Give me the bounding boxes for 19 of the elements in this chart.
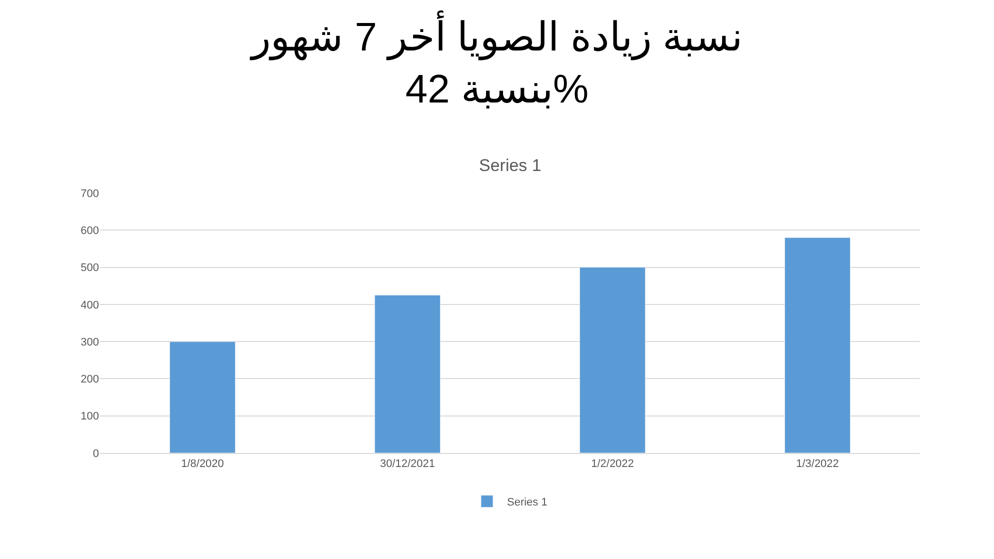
bar [784,237,851,453]
legend-label: Series 1 [507,496,548,509]
y-tick-label: 0 [92,448,99,460]
y-tick-label: 100 [80,410,99,423]
x-tick-label: 1/3/2022 [796,458,839,470]
x-tick-label: 1/8/2020 [181,458,224,470]
bar [579,267,646,453]
y-tick-label: 200 [80,374,99,386]
x-tick-label: 30/12/2021 [380,458,436,470]
y-tick-label: 700 [80,188,99,200]
y-tick-label: 600 [80,224,99,237]
bar [169,341,236,453]
x-tick-label: 1/2/2022 [591,458,634,470]
y-tick-label: 500 [80,262,99,274]
y-tick-label: 300 [80,336,99,348]
bar [374,294,441,453]
y-tick-label: 400 [80,299,99,312]
chart-subtitle: Series 1 [479,156,542,175]
chart-title: نسبة زيادة الصويا أخر 7 شهور بنسبة 42% [250,9,742,112]
